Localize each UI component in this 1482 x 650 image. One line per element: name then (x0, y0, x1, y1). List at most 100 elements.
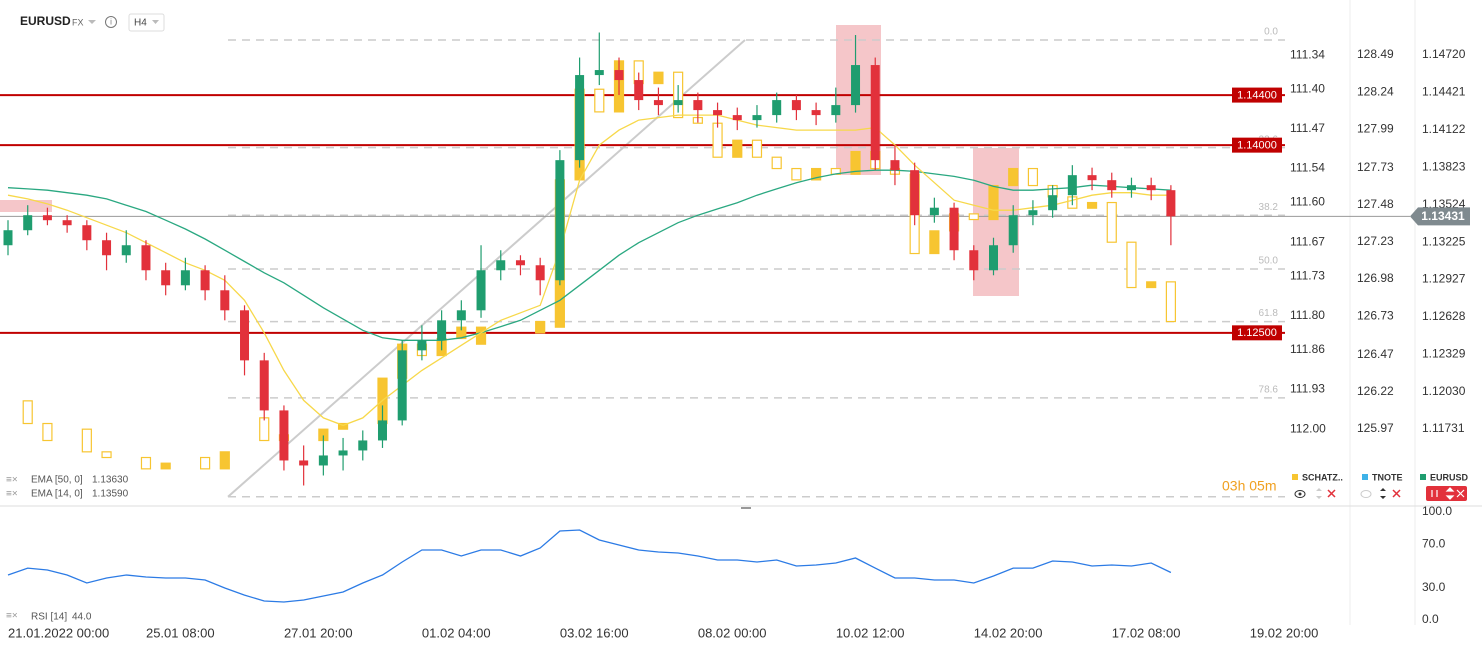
candle-body (594, 88, 605, 113)
candle-body (732, 115, 742, 121)
candle-body (160, 462, 171, 470)
timeframe: H4 (134, 18, 147, 29)
remove-icon[interactable] (1327, 489, 1336, 498)
fib-label: 61.8 (1259, 308, 1279, 319)
y-tick-label: 1.13823 (1422, 159, 1466, 173)
y-tick-label: 111.93 (1290, 382, 1325, 396)
horizontal-line-tag (1232, 87, 1282, 103)
legend-swatch (1292, 474, 1298, 480)
candle-body (653, 100, 663, 106)
candle-body (62, 220, 72, 226)
y-tick-label: 1.11731 (1422, 421, 1465, 435)
y-tick-label: 111.60 (1290, 195, 1325, 209)
x-tick-label: 17.02 08:00 (1112, 625, 1181, 640)
y-tick-label: 1.12628 (1422, 309, 1466, 323)
candle-body (673, 100, 683, 106)
candle-body (220, 290, 230, 311)
candle-body (358, 440, 368, 451)
y-tick-label: 1.14421 (1422, 85, 1466, 99)
x-tick-label: 19.02 20:00 (1250, 625, 1319, 640)
remove-icon[interactable] (1392, 489, 1401, 498)
candle-body (417, 340, 427, 351)
candle-body (1107, 180, 1117, 191)
dropdown-caret[interactable] (88, 20, 96, 24)
fib-label: 38.2 (1259, 202, 1279, 213)
ema-line (7, 114, 1171, 427)
candle-body (200, 456, 211, 470)
candle-body (712, 122, 723, 158)
x-tick-label: 03.02 16:00 (560, 625, 629, 640)
candle-body (969, 250, 979, 271)
active-badge[interactable] (1426, 486, 1467, 501)
countdown: 03h 05m (1222, 478, 1276, 494)
eye-icon[interactable] (1294, 490, 1306, 498)
candle-body (870, 65, 880, 161)
candle-body (3, 230, 13, 246)
x-tick-label: 08.02 00:00 (698, 625, 767, 640)
candle-body (240, 310, 250, 361)
candle-body (22, 400, 33, 425)
legend-label: SCHATZ.. (1302, 472, 1343, 482)
y-tick-label: 111.40 (1290, 81, 1325, 95)
candle-body (496, 260, 506, 271)
x-tick-label: 21.01.2022 00:00 (8, 625, 109, 640)
candle-body (1028, 210, 1038, 216)
x-tick-label: 01.02 04:00 (422, 625, 491, 640)
indicator-icons: ≡× (6, 611, 18, 622)
fib-label: 50.0 (1259, 256, 1279, 267)
indicator-name: EMA [14, 0] (31, 489, 83, 500)
order-arrows[interactable] (1380, 488, 1386, 499)
y-tick-label: 112.00 (1290, 421, 1326, 435)
candle-body (1048, 195, 1058, 211)
candle-body (1126, 241, 1137, 289)
candle-body (337, 422, 349, 430)
y-tick-label: 128.49 (1357, 47, 1394, 61)
candle-body (219, 451, 230, 470)
horizontal-line-tag (1232, 325, 1282, 341)
y-tick-label: 127.23 (1357, 234, 1394, 248)
ema-line (7, 169, 1171, 341)
candle-body (555, 160, 565, 281)
eye-icon[interactable] (1360, 490, 1372, 498)
horizontal-line-tag (1232, 137, 1282, 153)
y-tick-label: 30.0 (1422, 580, 1446, 594)
candle-body (82, 225, 92, 241)
candle-body (1008, 167, 1019, 187)
y-tick-label: 1.12030 (1422, 384, 1466, 398)
candle-body (693, 100, 703, 111)
candle-body (988, 184, 999, 221)
candle-body (338, 450, 348, 456)
y-tick-label: 128.24 (1357, 84, 1394, 98)
indicator-value: 44.0 (72, 612, 92, 623)
candle-body (42, 422, 53, 442)
candle-body (890, 160, 900, 171)
candle-body (101, 451, 112, 459)
candle-body (851, 65, 861, 106)
candle-body (1008, 215, 1018, 246)
candle-body (791, 167, 802, 181)
indicator-icons: ≡× (6, 489, 18, 500)
y-tick-label: 111.54 (1290, 161, 1325, 175)
candle-body (1087, 175, 1097, 181)
candle-body (910, 170, 920, 216)
candle-body (929, 207, 939, 216)
timeframe-caret (152, 20, 159, 24)
y-tick-label: 1.13225 (1422, 234, 1466, 248)
y-tick-label: 111.34 (1290, 47, 1325, 61)
candle-body (81, 428, 92, 453)
candle-body (968, 213, 979, 221)
candle-body (1067, 175, 1077, 196)
info-icon[interactable] (105, 16, 117, 28)
candle-body (476, 270, 486, 311)
candle-body (850, 150, 861, 175)
order-arrows[interactable] (1316, 488, 1322, 499)
indicator-value: 1.13630 (92, 475, 129, 486)
timeframe-box[interactable] (128, 13, 165, 32)
fib-label: 78.6 (1259, 385, 1279, 396)
y-tick-label: 126.73 (1357, 308, 1394, 322)
eye-icon-pupil (1298, 492, 1302, 496)
y-tick-label: 126.22 (1357, 384, 1394, 398)
symbol-title: EURUSD (20, 14, 71, 28)
